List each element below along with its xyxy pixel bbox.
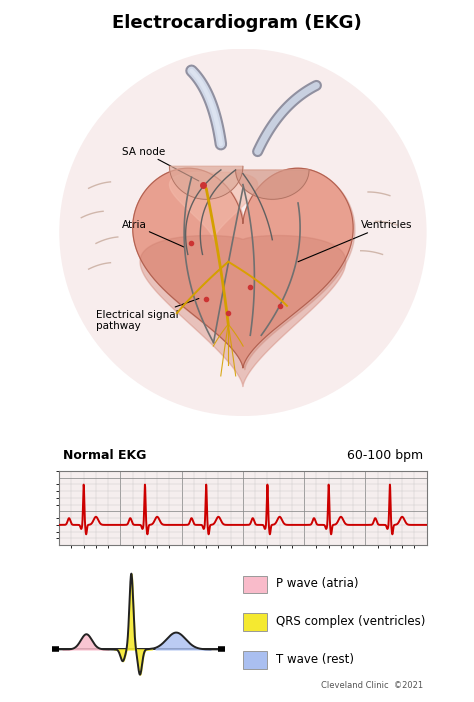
Ellipse shape (59, 48, 427, 416)
Text: Atria: Atria (122, 220, 184, 247)
Text: Normal EKG: Normal EKG (63, 449, 146, 462)
Text: 60-100 bpm: 60-100 bpm (347, 449, 423, 462)
Polygon shape (135, 170, 355, 370)
Polygon shape (170, 166, 243, 199)
FancyBboxPatch shape (243, 651, 267, 668)
Text: Electrical signal
pathway: Electrical signal pathway (96, 298, 199, 331)
FancyBboxPatch shape (243, 614, 267, 631)
Polygon shape (140, 236, 346, 387)
Polygon shape (170, 172, 257, 239)
Text: SA node: SA node (122, 147, 199, 181)
Text: Electrocardiogram (EKG): Electrocardiogram (EKG) (112, 14, 362, 32)
Text: Ventricles: Ventricles (298, 220, 412, 262)
Text: T wave (rest): T wave (rest) (276, 653, 354, 665)
FancyBboxPatch shape (243, 576, 267, 593)
Text: Cleveland Clinic  ©2021: Cleveland Clinic ©2021 (321, 681, 423, 690)
Text: QRS complex (ventricles): QRS complex (ventricles) (276, 615, 425, 628)
Text: P wave (atria): P wave (atria) (276, 577, 358, 590)
Polygon shape (133, 168, 353, 368)
Polygon shape (236, 170, 309, 199)
